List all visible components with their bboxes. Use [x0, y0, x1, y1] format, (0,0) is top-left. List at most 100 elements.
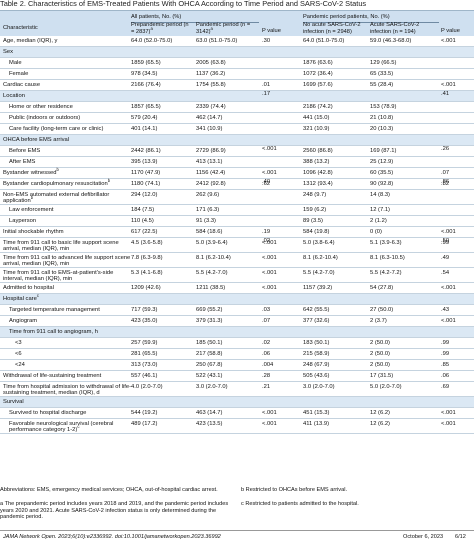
row-label: <3 [15, 339, 22, 346]
row-value: .004 [262, 361, 274, 368]
merged-p-value: .50 [441, 238, 450, 245]
table-row: Age, median (IQR), y 64.0 (52.0-75.0) 63.0… [0, 36, 474, 46]
row-value: 2 (50.0) [370, 361, 390, 368]
row-value: 1156 (42.4) [196, 169, 226, 176]
table-title: Table 2. Characteristics of EMS-Treated … [0, 0, 367, 8]
row-value: 505 (43.6) [303, 372, 330, 379]
row-label: Admitted to hospital [3, 284, 54, 291]
header-pandemic: Pandemic period (n = 3142)a [196, 22, 251, 35]
row-label: Before EMS [9, 147, 41, 154]
row-value: 3.0 (2.0-7.0) [303, 383, 335, 390]
row-label: Time from 911 call to basic life support… [3, 239, 119, 253]
row-value: 8.1 (6.2-10.4) [303, 254, 338, 261]
table-row: Survived to hospital discharge 544 (19.2)… [0, 408, 474, 418]
row-value: 463 (14.7) [196, 409, 223, 416]
table-row: Cardiac cause 2166 (76.4) 1754 (55.8) .01 16… [0, 80, 474, 90]
row-value: 257 (59.9) [131, 339, 158, 346]
row-value: <.001 [262, 284, 277, 291]
table-row: Bystander witnessedb 1170 (47.9) 1156 (42.… [0, 166, 474, 178]
header-all-patients-group: All patients, No. (%) [131, 14, 259, 23]
row-label: Time from 911 call to angiogram, h [9, 328, 98, 335]
row-value: 451 (15.3) [303, 409, 330, 416]
row-value: <.001 [441, 420, 456, 427]
row-value: 1211 (38.5) [196, 284, 226, 291]
row-divider [0, 282, 474, 283]
row-value: 401 (14.1) [131, 125, 158, 132]
row-label: Bystander witnessedb [3, 166, 59, 176]
row-divider [0, 226, 474, 227]
row-value: 169 (87.1) [370, 147, 397, 154]
row-value: 2442 (86.1) [131, 147, 161, 154]
row-label: Location [3, 92, 25, 99]
row-value: <.001 [262, 420, 277, 427]
row-value: 1180 (74.1) [131, 180, 161, 187]
row-divider [0, 326, 474, 327]
row-value: .30 [262, 37, 271, 44]
row-value: 2 (1.2) [370, 217, 387, 224]
row-label: Initial shockable rhythm [3, 228, 64, 235]
row-label: Time from 911 call to EMS-at-patient's-s… [3, 269, 114, 283]
row-value: 12 (6.2) [370, 420, 390, 427]
merged-p-value: .86 [441, 179, 450, 186]
table-row: Before EMS 2442 (86.1) 2729 (86.9) 2560 (86… [0, 146, 474, 156]
row-value: 183 (50.1) [303, 339, 330, 346]
row-value: 1699 (57.6) [303, 81, 333, 88]
row-value: <.001 [262, 254, 277, 261]
row-label: Public (indoors or outdoors) [9, 114, 81, 121]
page-footer-bar: JAMA Network Open. 2023;6(10):e2336992. … [0, 530, 474, 544]
row-value: <.001 [441, 317, 456, 324]
row-value: .28 [262, 372, 271, 379]
row-value: 388 (13.2) [303, 158, 330, 165]
row-divider [0, 396, 474, 397]
row-divider [0, 134, 474, 135]
row-value: 64.0 (51.0-75.0) [303, 37, 345, 44]
row-value: 584 (18.6) [196, 228, 223, 235]
row-value: .06 [262, 350, 271, 357]
row-value: 423 (13.5) [196, 420, 223, 427]
table-row: Time from hospital admission to withdraw… [0, 382, 474, 397]
row-divider [0, 433, 474, 434]
row-value: 63.0 (51.0-75.0) [196, 37, 238, 44]
row-label: Bystander cardiopulmonary resuscitationb [3, 177, 111, 187]
row-divider [0, 57, 474, 58]
row-value: 2186 (74.2) [303, 103, 333, 110]
row-value: 5.5 (4.2-7.2) [370, 269, 402, 276]
row-value: 1754 (55.8) [196, 81, 226, 88]
row-value: <.001 [262, 239, 277, 246]
row-value: 281 (65.5) [131, 350, 158, 357]
table-row: Care facility (long-term care or clinic)… [0, 124, 474, 134]
table-row: Home or other residence 1857 (65.5) 2339 (… [0, 102, 474, 112]
row-label: OHCA before EMS arrival [3, 136, 70, 143]
table-row: Female 978 (34.5) 1137 (36.2) 1072 (36.4) 65… [0, 69, 474, 79]
row-value: .03 [262, 306, 271, 313]
row-value: 12 (7.1) [370, 206, 390, 213]
row-value: 129 (66.5) [370, 59, 397, 66]
row-value: 27 (50.0) [370, 306, 394, 313]
row-value: 1170 (47.9) [131, 169, 161, 176]
table-row: After EMS 395 (13.9) 413 (13.1) 388 (13.2) 2… [0, 157, 474, 167]
row-value: 294 (12.0) [131, 191, 158, 198]
row-value: .49 [441, 254, 450, 261]
row-value: 153 (78.9) [370, 103, 397, 110]
row-divider [0, 112, 474, 113]
row-label: Care facility (long-term care or clinic) [9, 125, 104, 132]
table-row: OHCA before EMS arrival [0, 135, 474, 145]
row-value: 1857 (65.5) [131, 103, 161, 110]
header-pandemic-patients-group: Pandemic period patients, No. (%) [303, 14, 439, 23]
row-value: .99 [441, 239, 450, 246]
row-value: 184 (7.5) [131, 206, 155, 213]
table-row: Location [0, 91, 474, 101]
row-value: 5.5 (4.2-7.0) [303, 269, 335, 276]
row-divider [0, 348, 474, 349]
row-value: 5.5 (4.2-7.0) [196, 269, 228, 276]
row-value: 341 (10.9) [196, 125, 223, 132]
row-label: Non-EMS automated external defibrillator… [3, 191, 110, 205]
row-value: .19 [262, 228, 271, 235]
row-value: 215 (58.9) [303, 350, 330, 357]
row-value: 4.0 (2.0-7.0) [131, 383, 163, 390]
row-label: Hospital carec [3, 292, 39, 302]
row-value: 8.1 (6.2-10.4) [196, 254, 231, 261]
table-row: Favorable neurological survival (cerebra… [0, 419, 474, 434]
row-label: Female [9, 70, 29, 77]
row-value: .54 [441, 269, 450, 276]
